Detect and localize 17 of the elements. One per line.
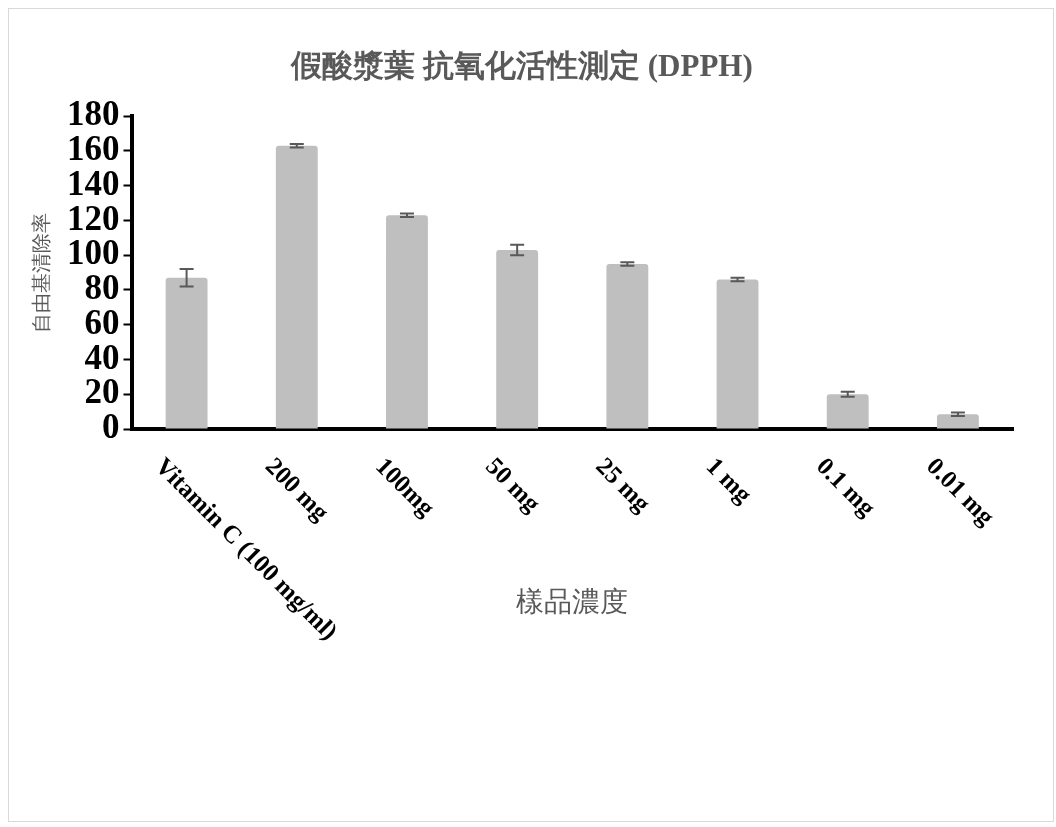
y-axis-title: 自由基清除率 — [29, 212, 54, 333]
bar — [496, 250, 539, 429]
x-tick-label: 0.01 mg — [921, 452, 1001, 531]
bar — [716, 279, 759, 429]
x-axis-title: 樣品濃度 — [516, 585, 629, 619]
bar — [386, 215, 428, 429]
bar — [936, 414, 979, 429]
bar — [826, 394, 869, 429]
x-tick-label: 50 mg — [481, 452, 547, 518]
x-tick-label: 1 mg — [701, 452, 758, 509]
chart-title: 假酸漿葉 抗氧化活性測定 (DPPH) — [290, 47, 753, 83]
x-tick-label: 200 mg — [260, 452, 335, 526]
bar — [606, 263, 649, 429]
x-tick-label: 25 mg — [591, 452, 657, 518]
bar — [275, 145, 318, 429]
x-tick-label: 0.1 mg — [811, 452, 882, 522]
bar — [165, 277, 208, 429]
